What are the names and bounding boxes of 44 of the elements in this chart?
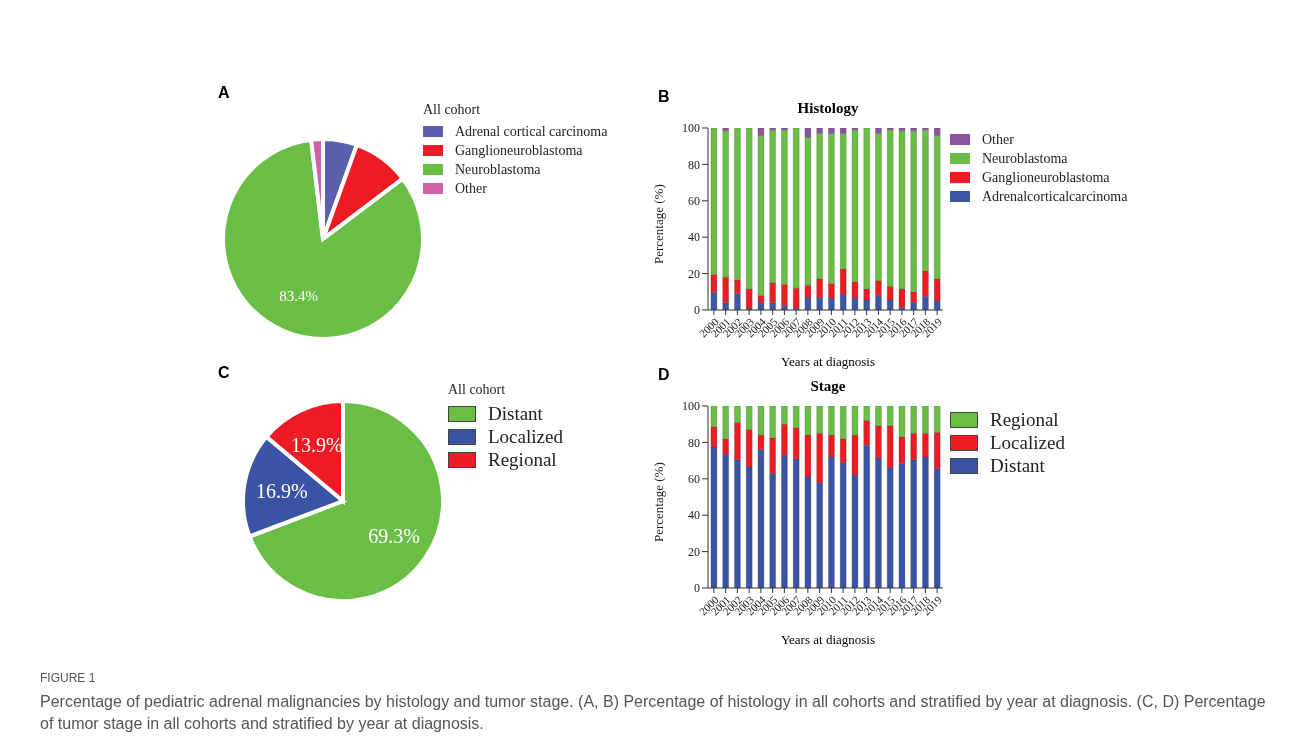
y-axis-title: Percentage (%) (650, 462, 666, 542)
y-tick-label: 0 (694, 303, 700, 318)
text: Percentage of pediatric adrenal malignancies by histology and tumor stage. (A, B) Percentage of histology in all cohorts and stratified by year at diagnosis. (C, D) Percentage of tumor stage in all cohorts and stratified by year at diagnosis. (40, 691, 1267, 735)
data-label: 83.4% (279, 288, 319, 305)
y-tick-label: 40 (688, 230, 700, 245)
legend-title: All cohort (448, 382, 507, 398)
y-tick-label: 60 (688, 472, 700, 487)
legend-label: Ganglioneuroblastoma (455, 142, 583, 159)
legend-label: Other (455, 180, 487, 197)
legend-label: Adrenalcorticalcarcinoma (982, 188, 1128, 205)
y-tick-label: 100 (682, 399, 700, 414)
y-tick-label: 80 (688, 157, 700, 172)
chart-title: Histology (797, 100, 859, 116)
y-tick-label: 40 (688, 508, 700, 523)
x-axis-title: Years at diagnosis (780, 354, 875, 369)
legend-label: Ganglioneuroblastoma (982, 169, 1110, 186)
legend-title: All cohort (423, 102, 482, 118)
chart-title: Stage (810, 378, 846, 394)
text: C (218, 364, 230, 382)
legend-label: Neuroblastoma (455, 161, 541, 178)
y-axis-title: Percentage (%) (650, 184, 666, 264)
legend-label: Localized (488, 425, 563, 448)
text: A (218, 84, 230, 102)
y-tick-label: 80 (688, 435, 700, 450)
legend-label: Distant (488, 402, 543, 425)
legend-label: Regional (990, 408, 1059, 431)
text: B (658, 88, 670, 106)
data-label: 16.9% (256, 479, 308, 502)
y-tick-label: 60 (688, 194, 700, 209)
legend-label: Neuroblastoma (982, 150, 1068, 167)
legend-label: Distant (990, 454, 1045, 477)
caption: FIGURE 1 (40, 670, 97, 687)
legend-label: Adrenal cortical carcinoma (455, 123, 608, 140)
text: D (658, 366, 670, 384)
legend-label: Regional (488, 448, 557, 471)
x-axis-title: Years at diagnosis (780, 632, 876, 648)
data-label: 69.3% (368, 525, 420, 548)
data-label: 13.9% (290, 433, 343, 456)
y-tick-label: 0 (694, 581, 700, 596)
legend-label: Other (982, 131, 1014, 148)
legend-label: Localized (990, 431, 1065, 454)
y-tick-label: 20 (688, 544, 700, 559)
y-tick-label: 20 (688, 266, 700, 281)
y-tick-label: 100 (682, 121, 700, 136)
